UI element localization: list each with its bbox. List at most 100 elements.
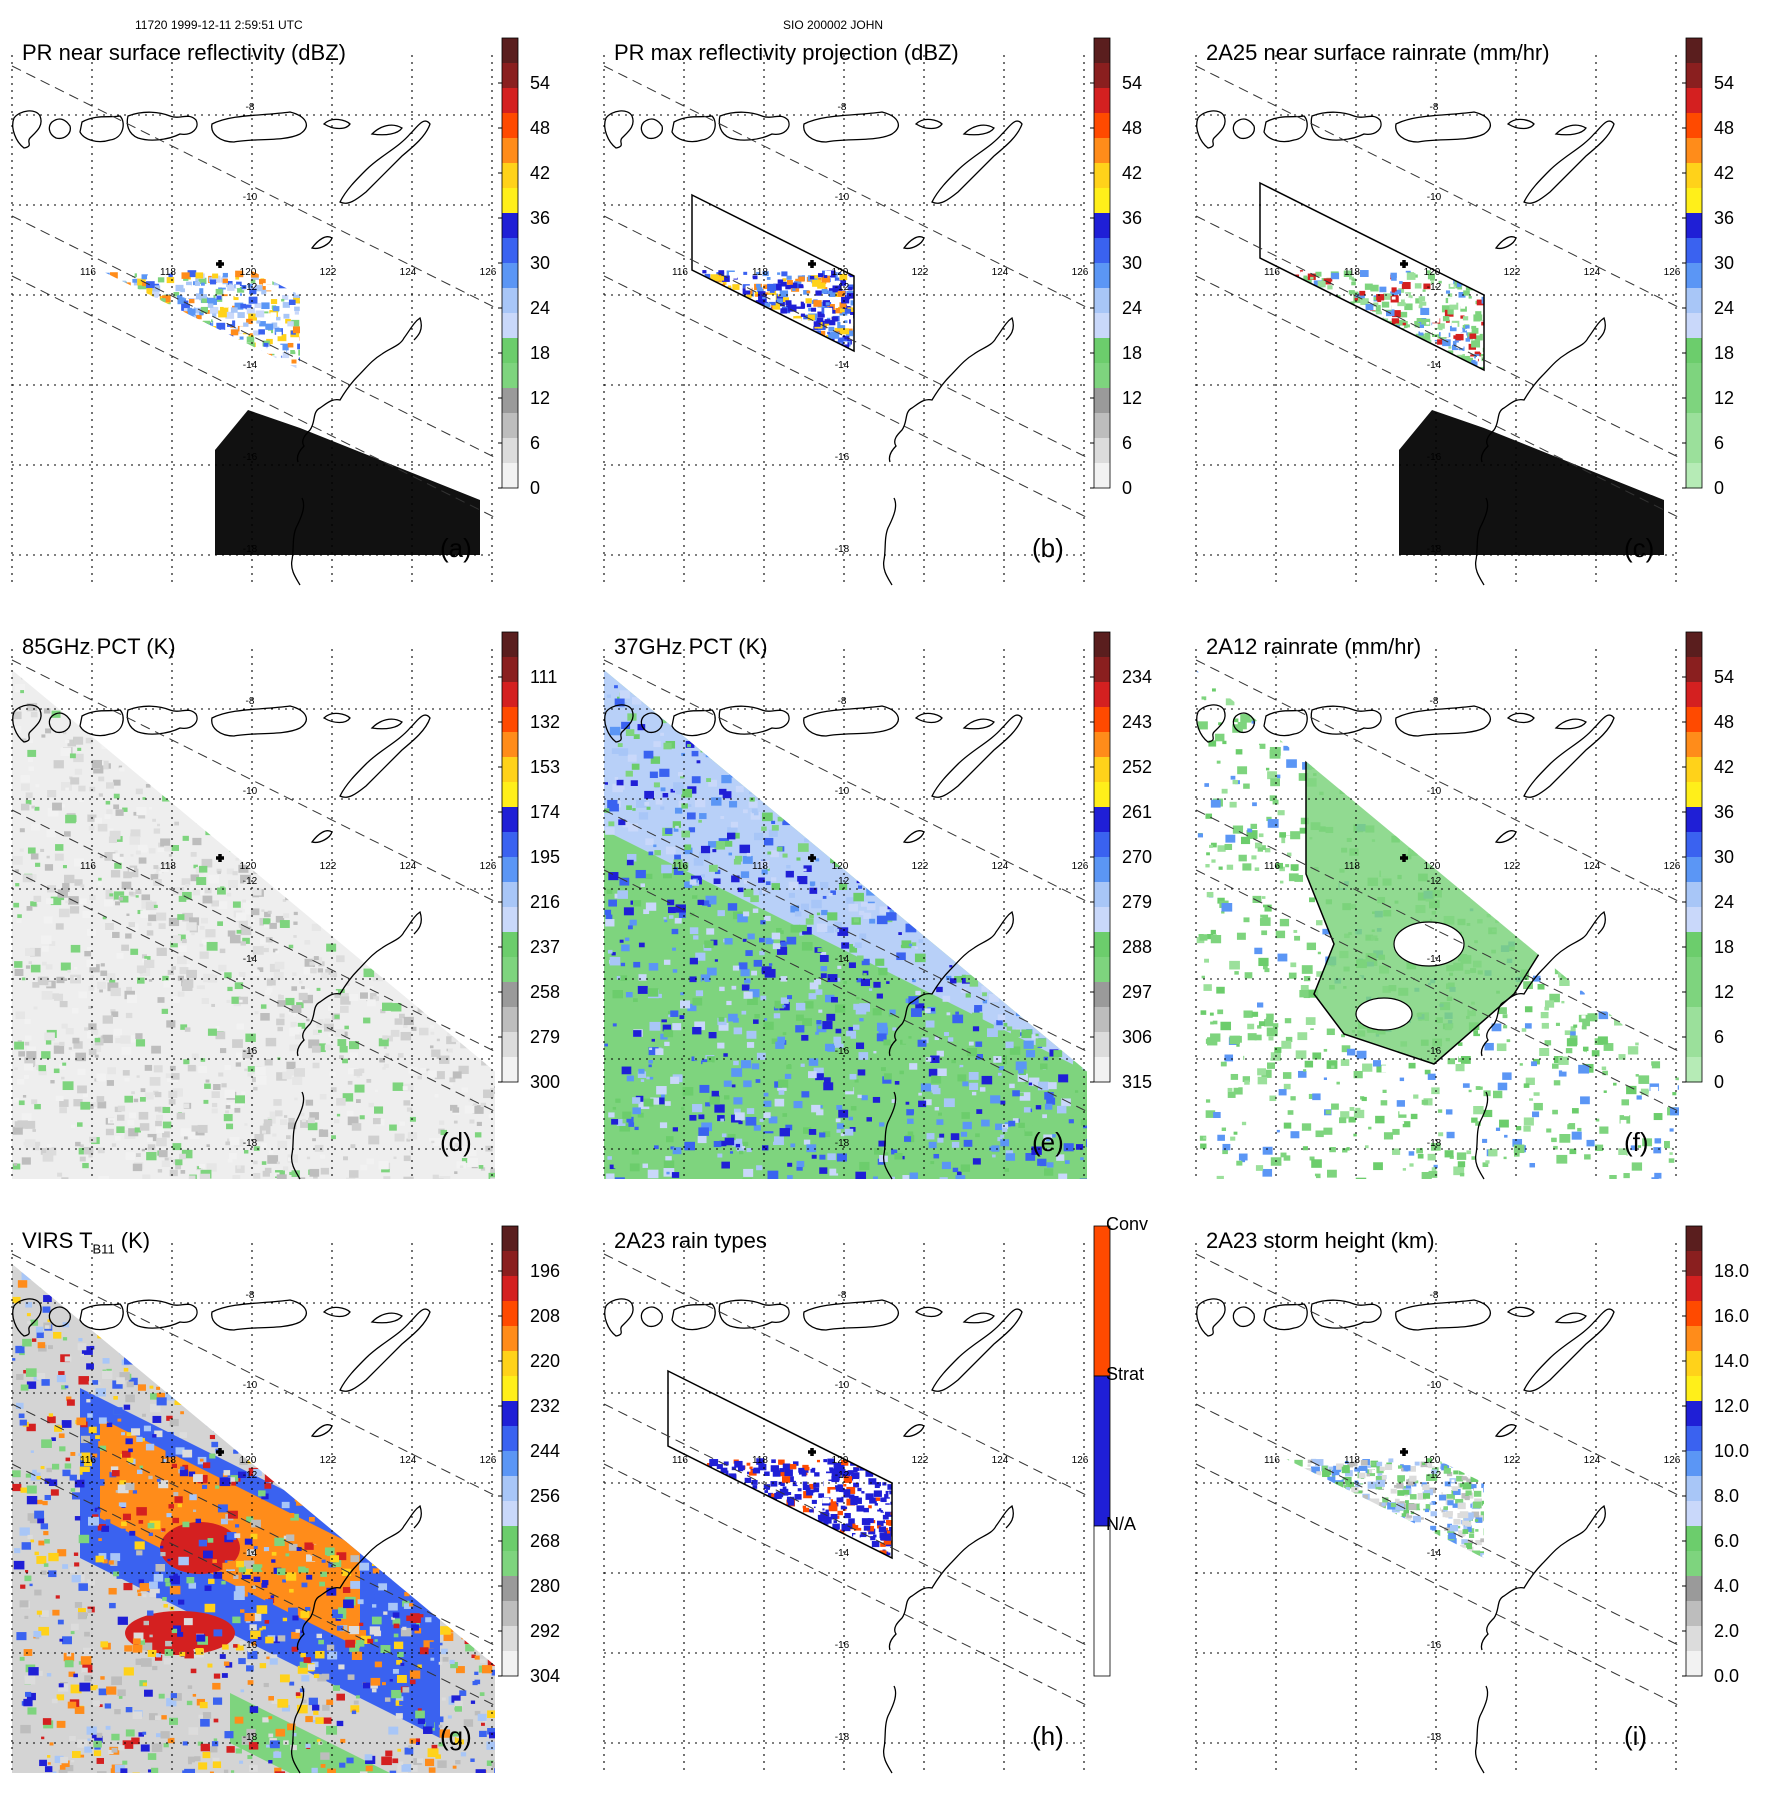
colorbar-bin: [1686, 288, 1702, 314]
colorbar-bin: [502, 1526, 518, 1552]
colorbar-bin: [1094, 438, 1110, 464]
colorbar-bin: [1686, 757, 1702, 783]
lat-label: -10: [835, 1380, 850, 1391]
colorbar-bin: [1686, 1626, 1702, 1652]
colorbar-tick-label: 174: [530, 802, 560, 822]
colorbar-tick-label: 196: [530, 1261, 560, 1281]
colorbar-bin: [502, 338, 518, 364]
panel-label: (c): [1624, 533, 1654, 564]
colorbar-bin: [1686, 657, 1702, 683]
colorbar-tick-label: 48: [1714, 118, 1734, 138]
lat-label: -10: [1427, 192, 1442, 203]
lon-label: 120: [1424, 861, 1441, 872]
colorbar-tick-label: 54: [1122, 73, 1142, 93]
panel-label: (g): [440, 1721, 472, 1752]
colorbar-tick-label: 0.0: [1714, 1666, 1739, 1686]
colorbar-tick-label: 36: [1122, 208, 1142, 228]
lon-label: 124: [992, 1455, 1009, 1466]
lon-label: 118: [1344, 861, 1360, 872]
colorbar-bin: [502, 63, 518, 89]
lat-label: -8: [1430, 696, 1439, 707]
panel-label: (d): [440, 1127, 472, 1158]
lat-label: -16: [835, 1046, 850, 1057]
colorbar-tick-label: 8.0: [1714, 1486, 1739, 1506]
lon-label: 118: [160, 861, 176, 872]
colorbar-bin: [502, 1057, 518, 1083]
lon-label: 118: [752, 1455, 768, 1466]
colorbar-bin: [1686, 1032, 1702, 1058]
colorbar-bin: [1094, 363, 1110, 389]
colorbar-bin: [1686, 163, 1702, 189]
colorbar-tick-label: 252: [1122, 757, 1152, 777]
lon-label: 122: [1504, 1455, 1521, 1466]
colorbar-tick-label: 18: [530, 343, 550, 363]
colorbar-bin: [1686, 313, 1702, 339]
colorbar-bin: [1686, 932, 1702, 958]
colorbar-bin: [1094, 907, 1110, 933]
colorbar-bin: [1094, 982, 1110, 1008]
lon-label: 122: [912, 861, 929, 872]
colorbar-tick-label: 24: [1714, 298, 1734, 318]
lon-label: 116: [672, 267, 688, 278]
colorbar-bin: [1686, 338, 1702, 364]
colorbar-bin: [1094, 38, 1110, 64]
colorbar-tick-label: 2.0: [1714, 1621, 1739, 1641]
colorbar-tick-label: 0: [530, 478, 540, 498]
colorbar-bin: [1686, 88, 1702, 114]
lon-label: 126: [480, 267, 497, 278]
colorbar-bin: [1094, 138, 1110, 164]
colorbar-tick-label: 234: [1122, 667, 1152, 687]
colorbar-tick-label: 6: [1122, 433, 1132, 453]
lat-label: -10: [243, 192, 258, 203]
lon-label: 116: [1264, 861, 1280, 872]
colorbar-tick-label: 288: [1122, 937, 1152, 957]
lat-label: -14: [1427, 1548, 1442, 1559]
colorbar-bin: [502, 1476, 518, 1502]
colorbar-bin: [1094, 313, 1110, 339]
lat-label: -16: [243, 1640, 258, 1651]
colorbar-bin: [502, 413, 518, 439]
storm-center-marker: [808, 1448, 816, 1456]
storm-center-marker: [216, 260, 224, 268]
panel-title: 2A23 storm height (km): [1206, 1228, 1435, 1254]
colorbar-tick-label: 42: [1122, 163, 1142, 183]
colorbar-tick-label: 12: [530, 388, 550, 408]
lon-label: 116: [1264, 1455, 1280, 1466]
lat-label: -14: [835, 360, 850, 371]
colorbar-bin: [1094, 757, 1110, 783]
colorbar-bin: [502, 707, 518, 733]
colorbar-bin: [1094, 932, 1110, 958]
coastline: [1197, 1299, 1614, 1773]
colorbar-bin: [502, 1551, 518, 1577]
colorbar-bin: [502, 957, 518, 983]
colorbar-bin: [1686, 1226, 1702, 1252]
lat-label: -16: [1427, 452, 1442, 463]
panel-title: 2A23 rain types: [614, 1228, 767, 1254]
colorbar-bin: [1686, 1057, 1702, 1083]
colorbar-bin: [502, 657, 518, 683]
lat-label: -12: [1427, 282, 1442, 293]
colorbar-tick-label: 292: [530, 1621, 560, 1641]
lon-label: 116: [80, 861, 96, 872]
lat-label: -10: [835, 192, 850, 203]
colorbar-bin: [502, 857, 518, 883]
colorbar-bin: [502, 1226, 518, 1252]
coastline: [605, 111, 1022, 585]
colorbar-tick-label: 261: [1122, 802, 1152, 822]
lat-label: -14: [1427, 954, 1442, 965]
lon-label: 116: [672, 861, 688, 872]
colorbar-bin: [502, 1451, 518, 1477]
colorbar-bin: [502, 932, 518, 958]
lat-label: -18: [243, 1138, 258, 1149]
lon-label: 120: [832, 861, 849, 872]
colorbar-bin: [1686, 213, 1702, 239]
lat-label: -8: [1430, 102, 1439, 113]
colorbar-tick-label: 6.0: [1714, 1531, 1739, 1551]
colorbar-bin: [1094, 707, 1110, 733]
